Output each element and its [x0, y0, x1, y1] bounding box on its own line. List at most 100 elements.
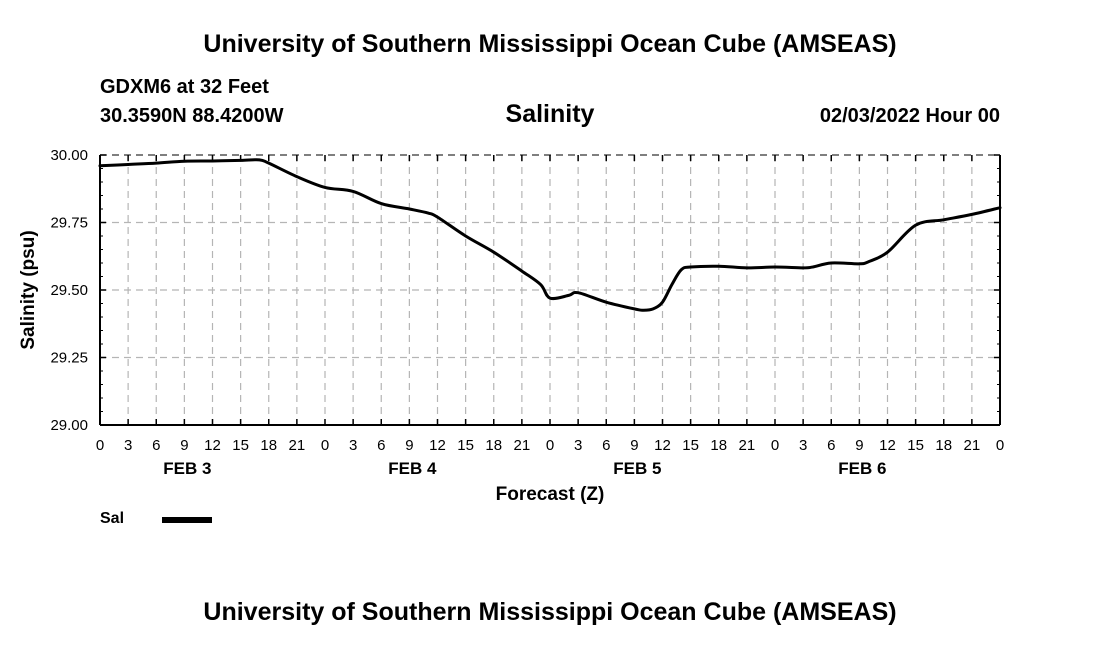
data-point — [802, 267, 804, 269]
x-tick-label: 0 — [546, 437, 554, 454]
data-point — [914, 224, 917, 226]
y-tick-label: 29.50 — [50, 282, 88, 299]
x-tick-label: 12 — [879, 437, 896, 454]
data-point — [942, 219, 945, 221]
data-point — [999, 206, 1001, 209]
footer-title: University of Southern Mississippi Ocean… — [203, 598, 897, 626]
data-point — [352, 190, 354, 193]
series-layer — [98, 158, 1002, 312]
x-tick-label: 3 — [799, 437, 807, 454]
x-tick-label: 18 — [710, 437, 727, 454]
x-tick-label: 6 — [152, 437, 160, 454]
data-point — [577, 291, 579, 294]
grid-layer — [100, 154, 1000, 425]
data-point — [633, 308, 636, 310]
x-tick-label: 6 — [377, 437, 385, 454]
y-tick-label: 29.75 — [50, 215, 88, 232]
forecast-datetime: 02/03/2022 Hour 00 — [819, 105, 1000, 127]
chart-title: Salinity — [505, 100, 595, 128]
x-tick-label: 9 — [855, 437, 863, 454]
main-title: University of Southern Mississippi Ocean… — [203, 30, 897, 58]
data-point — [183, 160, 186, 163]
data-point — [539, 283, 542, 286]
data-point — [296, 175, 298, 178]
x-tick-label: 0 — [771, 437, 779, 454]
y-tick-label: 29.00 — [50, 417, 88, 434]
data-point — [408, 208, 411, 210]
data-point — [689, 266, 692, 268]
legend-swatch-sal — [162, 517, 212, 523]
data-point — [436, 216, 439, 218]
data-point — [717, 265, 720, 268]
x-tick-label: 12 — [654, 437, 671, 454]
axis-layer — [99, 154, 1001, 426]
x-tick-label: 12 — [204, 437, 221, 454]
x-tick-label: 0 — [321, 437, 329, 454]
x-tick-label: 9 — [180, 437, 188, 454]
data-point — [867, 260, 870, 263]
data-point — [99, 165, 101, 167]
station-coordinates: 30.3590N 88.4200W — [100, 105, 284, 127]
x-tick-label: 0 — [996, 437, 1004, 454]
x-tick-label: 9 — [405, 437, 413, 454]
data-point — [380, 202, 383, 205]
data-point — [427, 212, 429, 214]
x-tick-label: 0 — [96, 437, 104, 454]
data-point — [239, 159, 242, 162]
x-tick-label: 21 — [289, 437, 306, 454]
x-tick-label: 15 — [682, 437, 699, 454]
station-label: GDXM6 at 32 Feet — [100, 76, 269, 98]
data-point — [774, 266, 776, 268]
x-tick-label: 15 — [232, 437, 249, 454]
label-layer: 0 3 6 9 12 15 18 21 0 3 6 9 12 15 18 21 0 3 6 9 12 15 18 21 0 3 6 9… — [18, 147, 1004, 505]
x-tick-label: 3 — [349, 437, 357, 454]
data-point — [811, 266, 814, 268]
data-point — [671, 283, 673, 286]
data-point — [746, 267, 748, 269]
data-point — [830, 262, 833, 264]
y-tick-label: 29.25 — [50, 350, 88, 367]
data-point — [886, 251, 889, 253]
x-tick-label: 21 — [514, 437, 531, 454]
x-tick-label: 15 — [907, 437, 924, 454]
x-tick-label: 18 — [935, 437, 952, 454]
x-tick-label: 15 — [457, 437, 474, 454]
y-tick-label: 30.00 — [50, 147, 88, 164]
x-tick-label: 6 — [827, 437, 835, 454]
x-tick-label: 3 — [574, 437, 582, 454]
data-point — [971, 213, 973, 216]
y-axis-title: Salinity (psu) — [18, 230, 39, 349]
data-point — [211, 160, 214, 162]
data-point — [492, 251, 495, 253]
x-tick-label: 3 — [124, 437, 132, 454]
data-point — [858, 263, 861, 265]
data-point — [680, 268, 683, 271]
day-label: FEB 4 — [388, 459, 437, 478]
x-axis-title: Forecast (Z) — [496, 484, 605, 505]
data-point — [661, 301, 664, 303]
x-tick-label: 18 — [260, 437, 277, 454]
data-point — [464, 235, 467, 237]
data-point — [127, 163, 129, 166]
data-point — [258, 159, 261, 161]
data-point — [567, 294, 570, 297]
x-tick-label: 21 — [739, 437, 756, 454]
day-label: FEB 5 — [613, 459, 661, 478]
day-label: FEB 6 — [838, 459, 886, 478]
data-point — [642, 309, 645, 312]
data-point — [155, 162, 158, 164]
data-point — [324, 186, 326, 189]
x-tick-label: 21 — [964, 437, 981, 454]
x-tick-label: 9 — [630, 437, 638, 454]
x-tick-label: 6 — [602, 437, 610, 454]
day-label: FEB 3 — [163, 459, 211, 478]
legend-label-sal: Sal — [100, 510, 125, 527]
data-point — [652, 308, 654, 310]
data-point — [267, 162, 270, 164]
data-point — [605, 301, 608, 303]
x-tick-label: 18 — [485, 437, 502, 454]
x-tick-label: 12 — [429, 437, 446, 454]
data-point — [549, 297, 551, 299]
data-point — [521, 270, 523, 272]
